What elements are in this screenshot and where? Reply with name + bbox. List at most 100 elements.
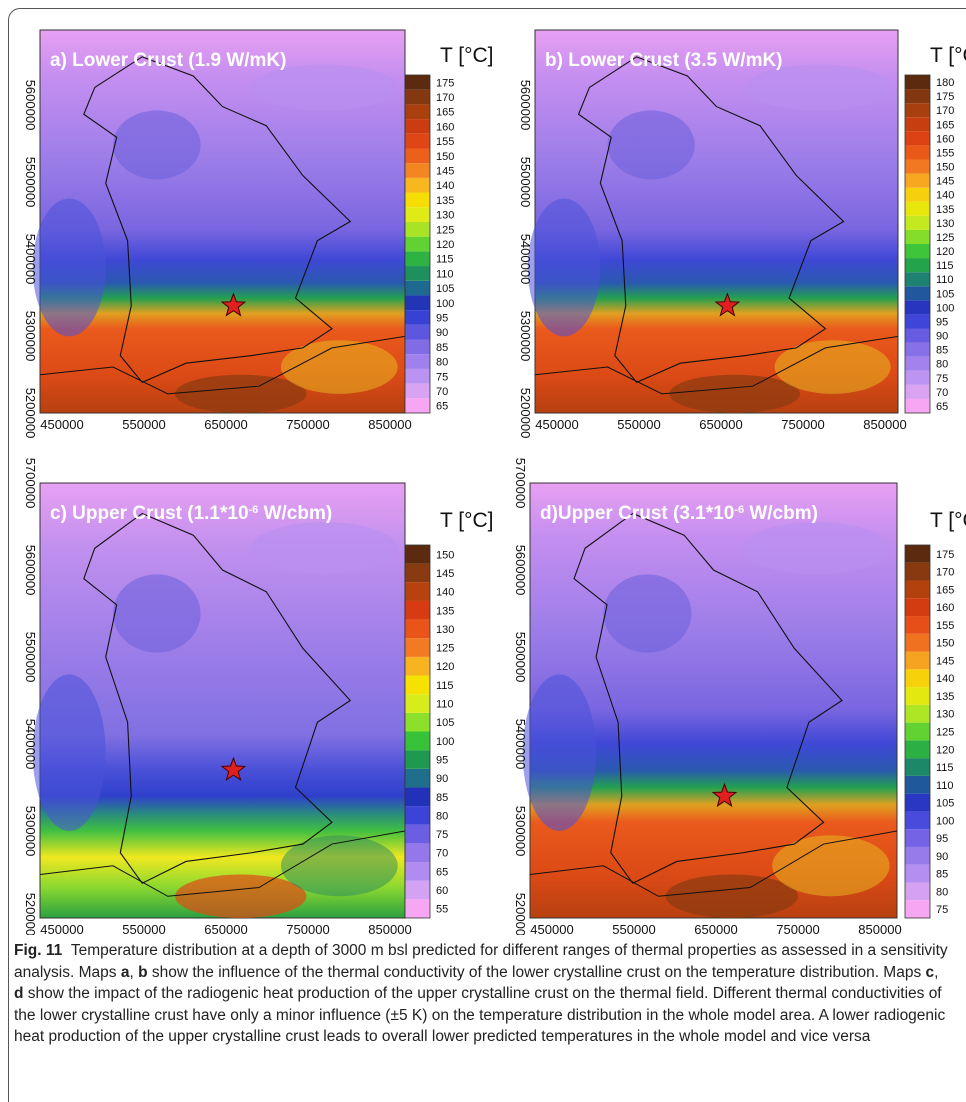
colorbar-cell <box>405 236 430 252</box>
map-anomaly <box>280 340 398 394</box>
colorbar-frame <box>404 74 431 414</box>
colorbar-cell <box>905 882 930 901</box>
colorbar-tick-label: 65 <box>436 866 448 878</box>
colorbar-label: T [°C] <box>930 509 966 532</box>
map-anomaly <box>742 522 890 575</box>
colorbar-tick-label: 70 <box>436 386 448 398</box>
x-tick-label: 550000 <box>122 922 165 935</box>
colorbar-cell <box>905 775 930 794</box>
colorbar-tick-label: 120 <box>936 246 954 258</box>
map <box>522 482 898 919</box>
colorbar-tick-label: 85 <box>436 792 448 804</box>
panel-title: a) Lower Crust (1.9 W/mK) <box>50 50 286 71</box>
colorbar-cell <box>405 89 430 105</box>
map-anomaly <box>607 110 695 180</box>
panel-title-part: -6 <box>734 504 744 516</box>
colorbar-cell <box>905 89 930 104</box>
colorbar-tick-label: 110 <box>436 699 454 711</box>
colorbar-cell <box>905 159 930 174</box>
y-tick-label: 5400000 <box>23 234 38 285</box>
x-tick-label: 750000 <box>286 922 329 935</box>
colorbar-tick-label: 100 <box>436 736 454 748</box>
state-border <box>573 512 843 884</box>
colorbar-tick-label: 120 <box>436 661 454 673</box>
colorbar-cell <box>905 633 930 652</box>
map-anomaly <box>522 674 597 831</box>
colorbar-tick-label: 105 <box>436 283 454 295</box>
colorbar-tick-label: 170 <box>936 105 954 117</box>
x-tick-label: 650000 <box>204 922 247 935</box>
colorbar-cell <box>405 221 430 237</box>
colorbar-cell <box>405 712 430 732</box>
colorbar-cell <box>905 173 930 188</box>
colorbar-tick-label: 125 <box>936 232 954 244</box>
colorbar-cell <box>405 295 430 311</box>
colorbar-tick-label: 150 <box>436 151 454 163</box>
colorbar-tick-label: 155 <box>936 147 954 159</box>
colorbar-label: T [°C] <box>930 44 966 67</box>
colorbar-tick-label: 125 <box>436 224 454 236</box>
colorbar-cell <box>905 356 930 371</box>
colorbar-cell <box>405 266 430 281</box>
y-tick-label: 5200000 <box>518 388 533 439</box>
colorbar-tick-label: 115 <box>436 254 454 266</box>
colorbar-label: T [°C] <box>440 509 494 532</box>
caption-label: Fig. 11 <box>14 942 63 959</box>
colorbar-tick-label: 75 <box>936 904 948 916</box>
panel-title-part: -6 <box>249 504 259 516</box>
colorbar-cell <box>905 215 930 230</box>
colorbar-tick-label: 95 <box>936 833 948 845</box>
colorbar-tick-label: 105 <box>436 717 454 729</box>
colorbar-tick-label: 115 <box>936 762 954 774</box>
map-anomaly <box>527 198 601 337</box>
colorbar-cell <box>905 900 930 918</box>
colorbar-tick-label: 100 <box>936 302 954 314</box>
colorbar-tick-label: 125 <box>436 643 454 655</box>
panel-title: c) Upper Crust (1.1*10-6 W/cbm) <box>50 503 332 524</box>
colorbar-tick-label: 105 <box>936 288 954 300</box>
x-tick-label: 850000 <box>863 417 906 432</box>
map-anomaly <box>774 340 891 394</box>
country-border <box>39 830 406 897</box>
colorbar-tick-label: 130 <box>436 624 454 636</box>
country-border <box>534 335 899 395</box>
colorbar-tick-label: 135 <box>936 691 954 703</box>
colorbar-cell <box>405 163 430 178</box>
panel-title-part: W/cbm) <box>744 503 818 524</box>
colorbar-cell <box>905 75 930 90</box>
y-tick-label: 5500000 <box>23 157 38 208</box>
caption-text: show the impact of the radiogenic heat p… <box>14 985 946 1046</box>
colorbar-tick-label: 115 <box>436 680 454 692</box>
colorbar-cell <box>405 582 430 601</box>
colorbar-cell <box>405 675 430 695</box>
colorbar-tick-label: 150 <box>936 638 954 650</box>
x-tick-label: 550000 <box>617 417 660 432</box>
y-tick-label: 5400000 <box>518 234 533 285</box>
x-tick-label: 550000 <box>612 922 655 935</box>
site-star <box>220 756 247 781</box>
colorbar-tick-label: 135 <box>436 195 454 207</box>
colorbar-cell <box>405 339 430 355</box>
x-tick-label: 750000 <box>776 922 819 935</box>
map-anomaly <box>745 64 891 111</box>
colorbar-cell <box>905 229 930 244</box>
colorbar-tick-label: 155 <box>436 136 454 148</box>
colorbar-cell <box>905 328 930 343</box>
colorbar-cell <box>905 272 930 287</box>
colorbar-tick-label: 90 <box>936 331 948 343</box>
y-tick-label: 5600000 <box>518 80 533 131</box>
y-tick-label: 5600000 <box>23 545 38 596</box>
colorbar-cell <box>405 398 430 413</box>
panel-title: b) Lower Crust (3.5 W/mK) <box>545 50 783 71</box>
panel-title-part: a) Lower Crust (1.9 W/mK) <box>50 50 286 71</box>
x-tick-label: 850000 <box>368 922 411 935</box>
colorbar-tick-label: 100 <box>936 815 954 827</box>
colorbar-tick-label: 140 <box>936 673 954 685</box>
colorbar-cell <box>905 145 930 160</box>
y-tick-label: 5600000 <box>23 80 38 131</box>
state-border <box>577 56 845 384</box>
colorbar-tick-label: 155 <box>936 620 954 632</box>
site-star <box>220 292 247 317</box>
x-tick-label: 450000 <box>530 922 573 935</box>
